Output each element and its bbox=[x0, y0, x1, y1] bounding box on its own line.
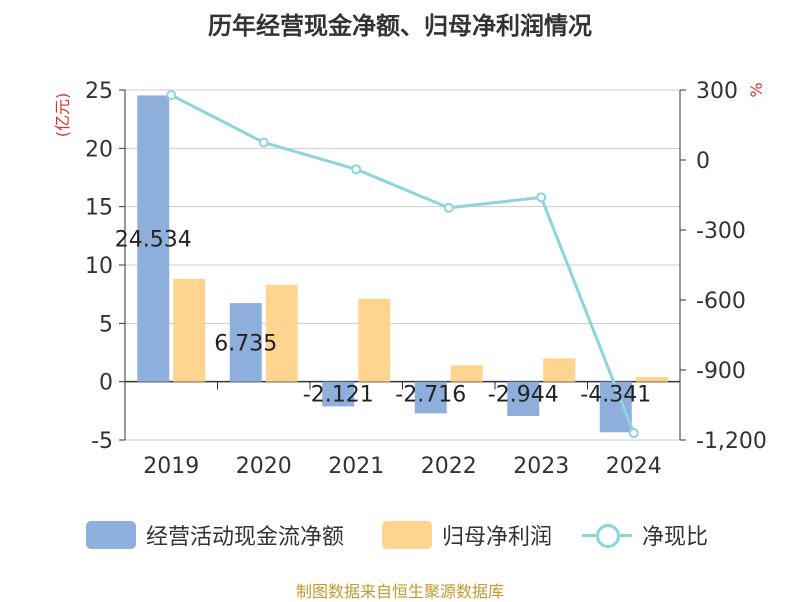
legend-swatch-cash-flow bbox=[86, 521, 136, 549]
legend-swatch-net-profit bbox=[382, 521, 432, 549]
data-label-cash-flow: -4.341 bbox=[580, 383, 651, 408]
point-ratio-2023 bbox=[536, 192, 547, 203]
y-axis-tick-label: 0 bbox=[99, 371, 113, 396]
y-axis-tick-label: 5 bbox=[99, 312, 113, 337]
y-axis-tick-label: 15 bbox=[85, 196, 113, 221]
data-label-cash-flow: -2.121 bbox=[303, 383, 374, 408]
chart-title: 历年经营现金净额、归母净利润情况 bbox=[208, 12, 592, 40]
y-axis-tick-label: 10 bbox=[85, 254, 113, 279]
y2-axis-tick-label: 300 bbox=[696, 79, 738, 104]
chart-legend: 经营活动现金流净额 归母净利润 净现比 bbox=[0, 518, 800, 552]
x-axis-tick-label: 2020 bbox=[236, 454, 292, 479]
legend-line-ratio-icon bbox=[582, 521, 632, 549]
x-axis-tick-label: 2024 bbox=[606, 454, 662, 479]
source-note: 制图数据来自恒生聚源数据库 bbox=[295, 582, 504, 601]
bar-net-profit-2023 bbox=[543, 358, 576, 382]
point-ratio-2019 bbox=[166, 90, 177, 101]
x-axis-tick-label: 2019 bbox=[143, 454, 199, 479]
chart-canvas: -5 0 5 10 15 20 25 (亿元) -1,200 -900 -600 -300 0 300 % 2… bbox=[53, 79, 767, 479]
legend-label-cash-flow: 经营活动现金流净额 bbox=[146, 525, 345, 550]
legend-item-ratio[interactable]: 净现比 bbox=[582, 518, 708, 552]
data-label-cash-flow: -2.944 bbox=[488, 383, 559, 408]
point-ratio-2024 bbox=[628, 428, 639, 438]
bar-cash-flow-2022 bbox=[414, 381, 447, 414]
y-axis-label: (亿元) bbox=[53, 93, 72, 138]
point-ratio-2022 bbox=[443, 202, 454, 213]
bar-net-profit-2022 bbox=[450, 365, 483, 382]
y2-axis-tick-label: -900 bbox=[696, 359, 746, 384]
bar-cash-flow-2020 bbox=[229, 303, 262, 382]
bar-cash-flow-2023 bbox=[507, 381, 540, 417]
y2-axis-label: % bbox=[747, 82, 766, 97]
y2-axis-tick-label: 0 bbox=[696, 149, 710, 174]
bar-net-profit-2019 bbox=[173, 279, 206, 382]
x-axis-tick-label: 2023 bbox=[513, 454, 569, 479]
legend-item-net-profit[interactable]: 归母净利润 bbox=[382, 518, 552, 552]
bar-net-profit-2020 bbox=[265, 284, 298, 382]
legend-item-cash-flow[interactable]: 经营活动现金流净额 bbox=[86, 518, 344, 552]
x-axis-tick-label: 2022 bbox=[421, 454, 477, 479]
legend-label-ratio: 净现比 bbox=[642, 525, 709, 550]
data-label-cash-flow: 6.735 bbox=[214, 331, 277, 356]
y-axis-tick-label: -5 bbox=[91, 429, 113, 454]
y2-axis-tick-label: -300 bbox=[696, 219, 746, 244]
point-ratio-2020 bbox=[258, 137, 269, 148]
y2-axis-tick-label: -600 bbox=[696, 289, 746, 314]
data-label-cash-flow: -2.716 bbox=[395, 383, 466, 408]
y2-axis-tick-label: -1,200 bbox=[696, 429, 767, 454]
point-ratio-2021 bbox=[351, 164, 362, 175]
bar-net-profit-2021 bbox=[358, 298, 391, 382]
x-axis-tick-label: 2021 bbox=[328, 454, 384, 479]
data-label-cash-flow: 24.534 bbox=[115, 228, 192, 253]
line-ratio bbox=[170, 93, 636, 434]
bar-cash-flow-2021 bbox=[322, 381, 355, 407]
bar-net-profit-2024 bbox=[635, 377, 668, 382]
legend-label-net-profit: 归母净利润 bbox=[442, 525, 553, 550]
bar-cash-flow-2019 bbox=[137, 95, 170, 382]
y-axis-tick-label: 20 bbox=[85, 137, 113, 162]
y-axis-tick-label: 25 bbox=[85, 79, 113, 104]
